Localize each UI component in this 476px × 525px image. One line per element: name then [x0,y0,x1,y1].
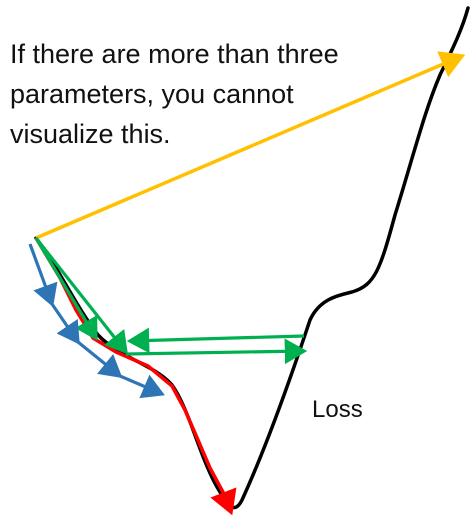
blue-step-4 [119,374,165,399]
caption-line-1: If there are more than three [10,39,339,69]
loss-label: Loss [312,396,363,423]
green-arrow-4 [126,327,305,354]
blue-step-2 [50,303,80,345]
blue-step-1 [28,243,58,308]
caption-line-3: visualize this. [10,119,171,149]
yellow-arrow [35,51,466,240]
green-arrow-2 [34,237,128,355]
green-arrow-1 [34,237,98,341]
caption-text: If there are more than three parameters,… [10,34,430,154]
green-arrow-3 [125,338,308,365]
red-descent-path [34,237,237,516]
caption-line-2: parameters, you cannot [10,79,294,109]
blue-step-3 [76,340,123,379]
